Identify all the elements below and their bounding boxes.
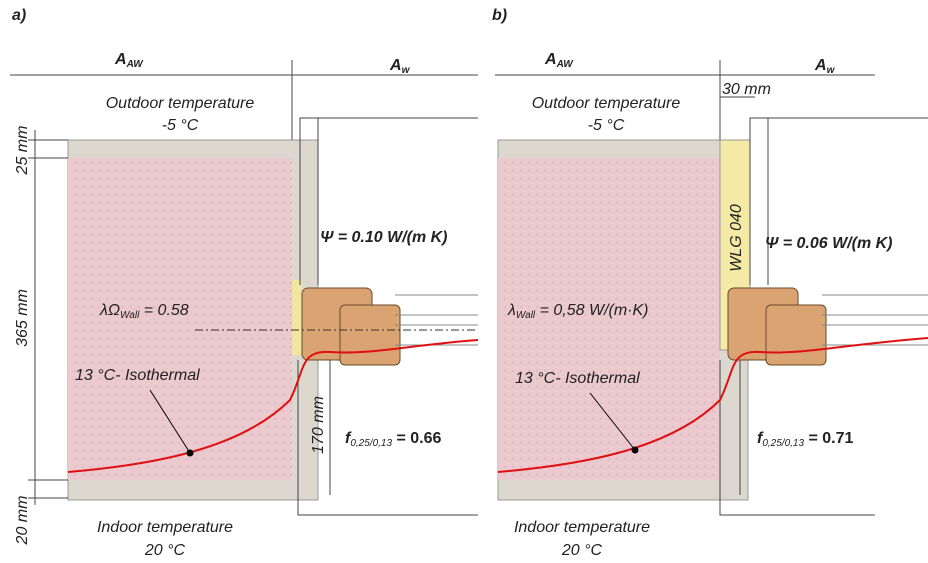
panel-label: b) xyxy=(492,7,507,24)
isotherm-label: 13 °C- Isothermal xyxy=(515,370,640,387)
indoor-value: 20 °C xyxy=(561,542,603,559)
text-part: A xyxy=(389,57,402,74)
text-part: = 0.71 xyxy=(804,430,853,447)
outdoor-value: -5 °C xyxy=(162,117,199,134)
psi-value: Ψ = 0.06 W/(m K) xyxy=(765,235,893,252)
area-wall: AAW xyxy=(114,51,144,70)
sash xyxy=(766,305,826,365)
text-part: A xyxy=(814,57,827,74)
indoor-title: Indoor temperature xyxy=(97,519,233,536)
lambda-value: λΩWall = 0.58 xyxy=(99,302,189,321)
area-wall: AAW xyxy=(544,51,574,70)
text-part: = 0,58 W/(m·K) xyxy=(535,302,648,319)
glazing xyxy=(822,295,928,345)
indoor-title: Indoor temperature xyxy=(514,519,650,536)
text-part: A xyxy=(114,51,127,68)
dimension: 170 mm xyxy=(310,396,327,454)
text-part: w xyxy=(402,65,411,76)
text-part: λ xyxy=(507,302,516,319)
text-part: AW xyxy=(556,59,575,70)
seal xyxy=(292,280,302,355)
text-part: 0,25/0,13 xyxy=(762,438,804,449)
panel-b-drawing xyxy=(495,60,928,515)
sash xyxy=(340,305,400,365)
insulation-label: WLG 040 xyxy=(728,204,745,272)
text-part: Wall xyxy=(516,310,536,321)
dimension: 20 mm xyxy=(14,496,31,546)
text-part: Wall xyxy=(120,310,140,321)
indoor-value: 20 °C xyxy=(144,542,186,559)
text-part: = 0.58 xyxy=(139,302,188,319)
dimension: 365 mm xyxy=(14,289,31,347)
dimension: 30 mm xyxy=(722,81,771,98)
isotherm-label: 13 °C- Isothermal xyxy=(75,367,200,384)
f-value: f0,25/0,13 = 0.66 xyxy=(345,430,442,449)
text-part: 0,25/0,13 xyxy=(350,438,392,449)
panel-label: a) xyxy=(12,7,26,24)
text-part: w xyxy=(827,65,836,76)
leader-dot xyxy=(632,447,639,454)
text-part: A xyxy=(544,51,557,68)
text-part: = 0.66 xyxy=(392,430,441,447)
frame-outline xyxy=(750,118,928,285)
text-part: λΩ xyxy=(99,302,120,319)
outdoor-title: Outdoor temperature xyxy=(532,95,681,112)
f-value: f0,25/0,13 = 0.71 xyxy=(757,430,854,449)
diagram: a) AAW Aw Outdoor temperature -5 °C 25 m… xyxy=(0,0,928,563)
leader-dot xyxy=(187,450,194,457)
psi-value: Ψ = 0.10 W/(m K) xyxy=(320,229,448,246)
area-window: Aw xyxy=(814,57,836,76)
text-part: AW xyxy=(126,59,145,70)
dimension: 25 mm xyxy=(14,126,31,176)
outdoor-value: -5 °C xyxy=(588,117,625,134)
frame-outline xyxy=(300,118,478,285)
outdoor-title: Outdoor temperature xyxy=(106,95,255,112)
area-window: Aw xyxy=(389,57,411,76)
glazing xyxy=(395,295,478,345)
insulation xyxy=(68,158,292,480)
dimension-line xyxy=(28,130,68,505)
